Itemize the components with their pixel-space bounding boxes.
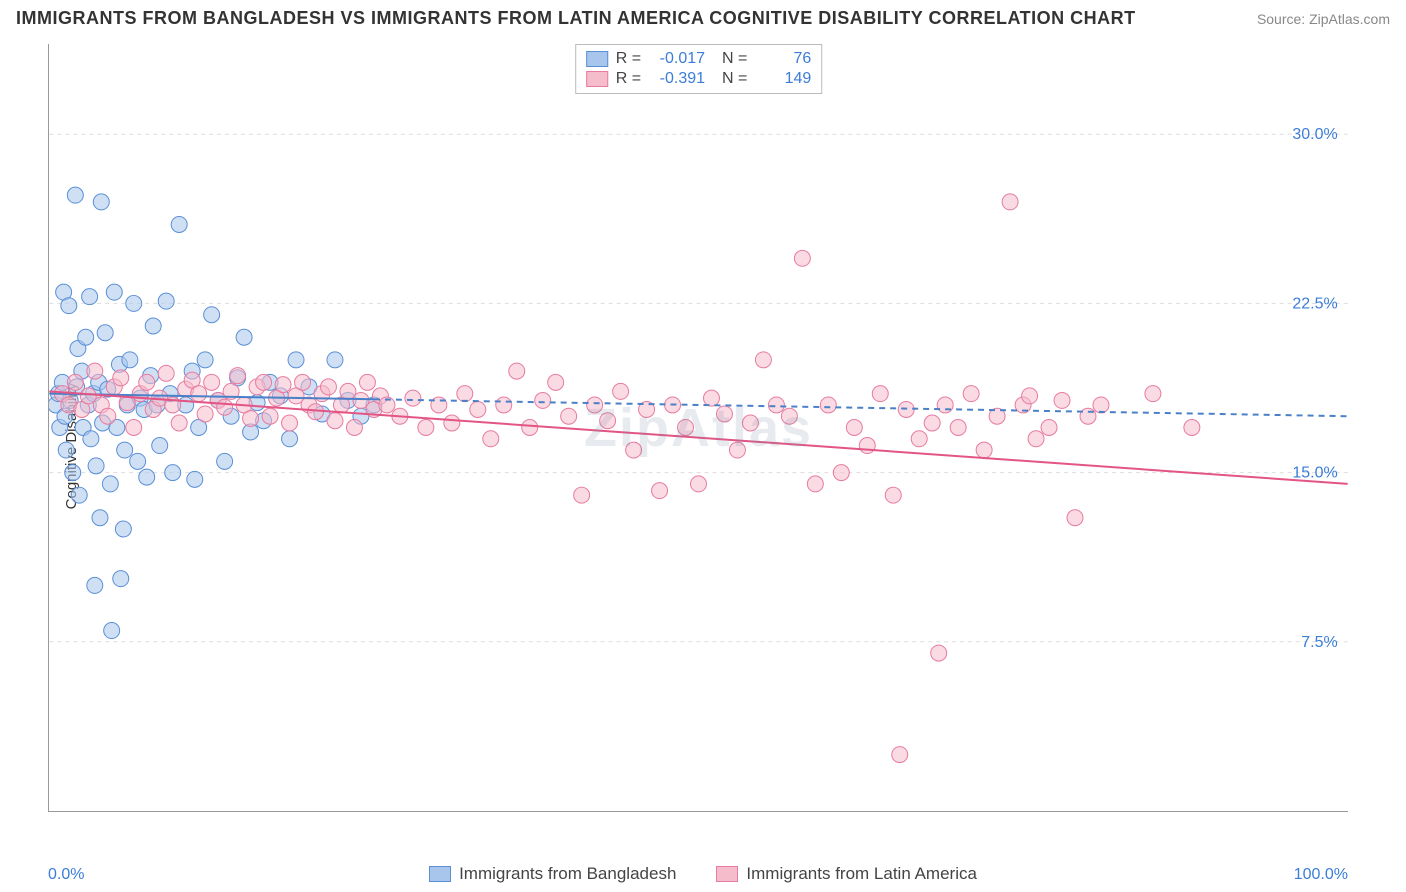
bottom-legend: Immigrants from Bangladesh Immigrants fr… (0, 864, 1406, 884)
stat-n-label: N = (713, 50, 747, 68)
stats-row-bangladesh: R = -0.017 N = 76 (586, 49, 812, 69)
legend-item-latin: Immigrants from Latin America (716, 864, 977, 884)
svg-text:15.0%: 15.0% (1292, 465, 1337, 482)
stat-n-label: N = (713, 70, 747, 88)
stats-row-latin: R = -0.391 N = 149 (586, 69, 812, 89)
stats-legend-box: R = -0.017 N = 76 R = -0.391 N = 149 (575, 44, 823, 94)
stat-n-bangladesh: 76 (755, 50, 811, 68)
legend-swatch-bangladesh (429, 866, 451, 882)
svg-text:30.0%: 30.0% (1292, 126, 1337, 143)
legend-swatch-latin (716, 866, 738, 882)
svg-text:22.5%: 22.5% (1292, 295, 1337, 312)
swatch-bangladesh (586, 51, 608, 67)
chart-plot-area: ZipAtlas R = -0.017 N = 76 R = -0.391 N … (48, 44, 1348, 812)
stat-r-bangladesh: -0.017 (649, 50, 705, 68)
source-label: Source: ZipAtlas.com (1257, 11, 1390, 27)
chart-title: IMMIGRANTS FROM BANGLADESH VS IMMIGRANTS… (16, 8, 1136, 29)
swatch-latin (586, 71, 608, 87)
svg-text:7.5%: 7.5% (1301, 634, 1337, 651)
legend-label-bangladesh: Immigrants from Bangladesh (459, 864, 676, 884)
stat-r-label: R = (616, 50, 641, 68)
scatter-svg: 7.5% 15.0% 22.5% 30.0% (49, 44, 1348, 811)
stat-r-label: R = (616, 70, 641, 88)
legend-label-latin: Immigrants from Latin America (746, 864, 977, 884)
legend-item-bangladesh: Immigrants from Bangladesh (429, 864, 676, 884)
stat-r-latin: -0.391 (649, 70, 705, 88)
stat-n-latin: 149 (755, 70, 811, 88)
